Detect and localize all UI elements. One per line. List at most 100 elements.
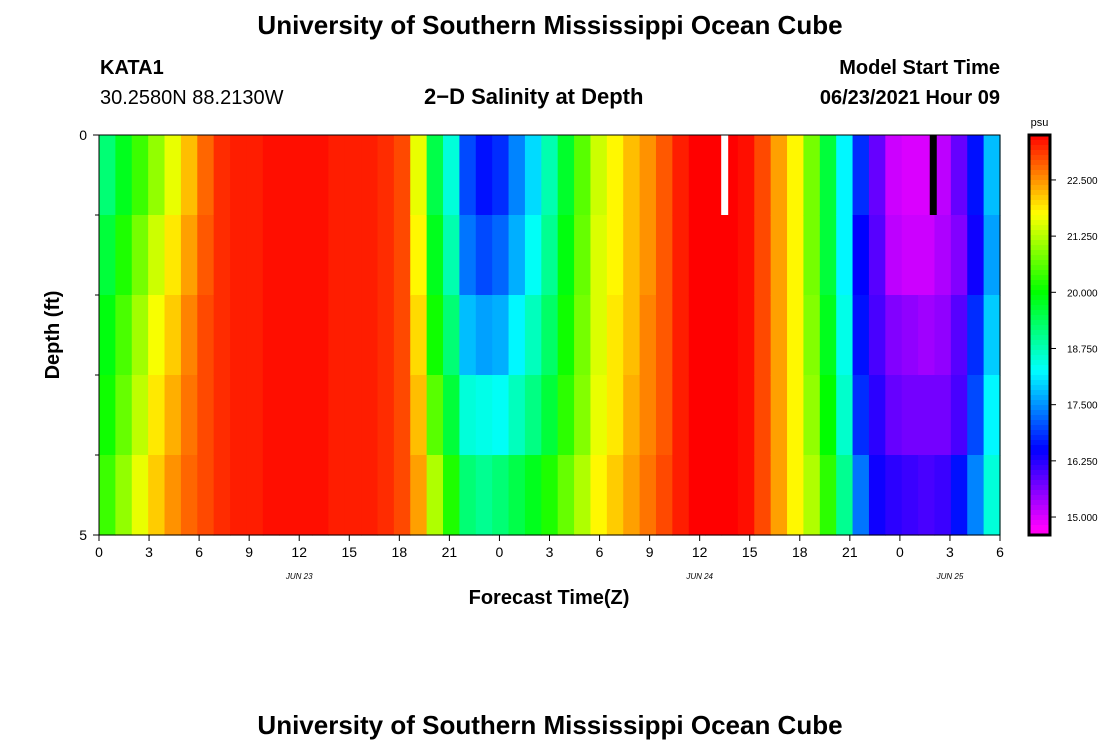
heatmap-cell [606,375,624,456]
heatmap-cell [590,295,608,376]
heatmap-cell [230,215,248,296]
heatmap-cell [311,455,329,536]
heatmap-cell [246,455,264,536]
heatmap-cell [541,375,559,456]
colorbar-swatch [1029,395,1050,401]
heatmap-cell [180,455,198,536]
heatmap-cell [934,455,952,536]
colorbar-swatch [1029,405,1050,411]
colorbar-swatch [1029,165,1050,171]
heatmap-cell [983,455,1001,536]
heatmap-cell [918,295,936,376]
colorbar-swatch [1029,310,1050,316]
colorbar-swatch [1029,230,1050,236]
heatmap-cell [606,455,624,536]
heatmap-cell [508,375,526,456]
heatmap-cell [492,215,510,296]
missing-data-marks [721,135,937,215]
heatmap-cell [655,135,673,216]
heatmap-cell [803,455,821,536]
heatmap-cell [852,375,870,456]
heatmap-cell [295,135,313,216]
heatmap-cell [885,455,903,536]
heatmap-cell [983,375,1001,456]
colorbar-swatch [1029,215,1050,221]
date-label: JUN 23 [285,572,313,581]
heatmap-cell [508,215,526,296]
heatmap-cell [148,375,166,456]
y-axis: 05 [79,127,99,543]
heatmap-cell [541,135,559,216]
heatmap-cell [164,295,182,376]
x-tick-label: 0 [496,544,504,560]
colorbar-swatch [1029,375,1050,381]
missing-data-mark-black [929,135,937,215]
colorbar-swatch [1029,170,1050,176]
heatmap-cell [868,215,886,296]
heatmap-cell [197,455,215,536]
heatmap-cell [967,375,985,456]
heatmap-cell [721,375,739,456]
heatmap-cell [475,135,493,216]
heatmap-cell [754,215,772,296]
x-tick-label: 9 [245,544,253,560]
heatmap-cell [99,455,116,536]
heatmap-cell [655,375,673,456]
heatmap-cell [262,455,280,536]
heatmap-cell [557,135,575,216]
heatmap-cell [655,215,673,296]
heatmap-cell [639,135,657,216]
colorbar-swatch [1029,145,1050,151]
heatmap-cell [148,455,166,536]
heatmap-cell [721,215,739,296]
heatmap-cell [705,295,723,376]
heatmap-cell [377,375,395,456]
heatmap-cell [623,455,641,536]
heatmap-cell [328,455,346,536]
colorbar-tick-label: 20.000 [1067,288,1098,299]
heatmap-cell [426,135,444,216]
heatmap-cell [524,215,542,296]
heatmap-cell [639,215,657,296]
heatmap-cell [885,215,903,296]
colorbar-swatch [1029,350,1050,356]
colorbar-swatch [1029,495,1050,501]
colorbar-swatch [1029,305,1050,311]
heatmap-cell [983,215,1001,296]
heatmap-cell [197,375,215,456]
colorbar-swatch [1029,240,1050,246]
colorbar-swatch [1029,500,1050,506]
heatmap-cell [541,455,559,536]
colorbar-swatch [1029,485,1050,491]
heatmap-cell [164,215,182,296]
heatmap-cell [197,135,215,216]
heatmap-cell [901,135,919,216]
heatmap-cell [705,135,723,216]
heatmap-cell [311,135,329,216]
heatmap-cell [721,295,739,376]
colorbar-swatch [1029,210,1050,216]
colorbar-swatch [1029,340,1050,346]
heatmap-cell [803,215,821,296]
heatmap-cell [868,455,886,536]
heatmap-cell [967,215,985,296]
heatmap-cell [918,215,936,296]
heatmap-cell [934,135,952,216]
heatmap-cell [819,375,837,456]
colorbar-swatch [1029,285,1050,291]
colorbar-swatch [1029,150,1050,156]
heatmap-cell [918,455,936,536]
page-title: University of Southern Mississippi Ocean… [257,10,843,40]
colorbar-swatch [1029,200,1050,206]
heatmap-cell [787,455,805,536]
heatmap-cell [344,215,362,296]
heatmap-cell [410,375,428,456]
missing-data-mark-white [721,135,729,215]
heatmap-cell [131,375,149,456]
heatmap-cell [672,375,690,456]
heatmap-cell [377,135,395,216]
colorbar-swatch [1029,335,1050,341]
heatmap-cell [672,455,690,536]
heatmap-cell [590,215,608,296]
heatmap-cell [459,455,477,536]
